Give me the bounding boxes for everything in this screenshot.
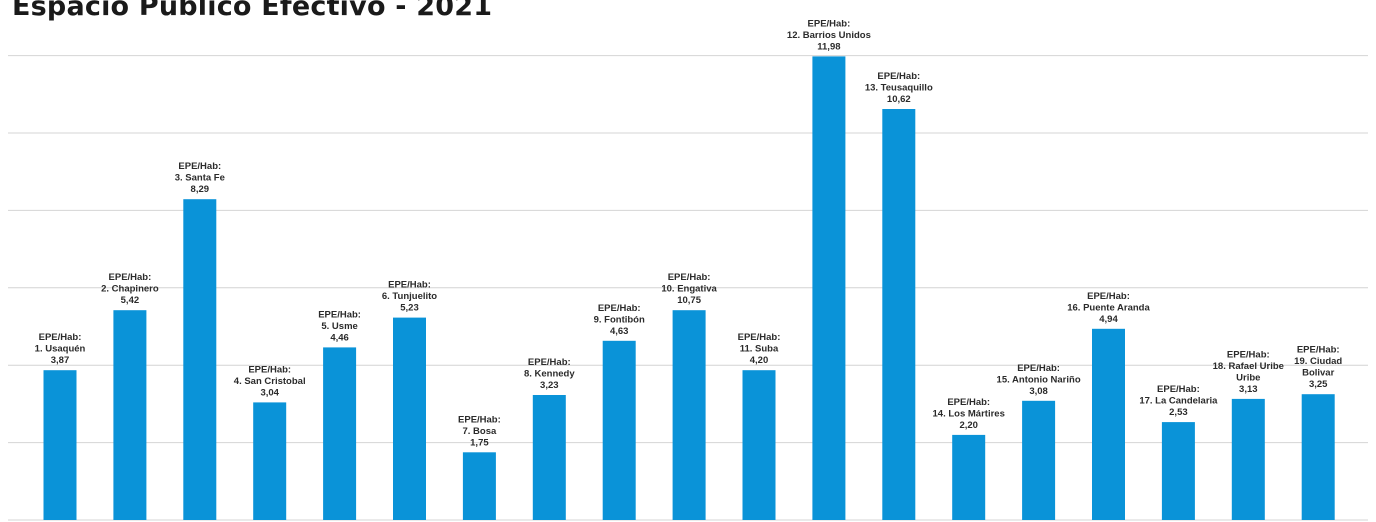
bar xyxy=(113,310,147,520)
data-label: EPE/Hab: 5. Usme 4,46 xyxy=(318,309,361,343)
bar xyxy=(672,310,706,520)
bar xyxy=(742,370,776,520)
data-label: EPE/Hab: 16. Puente Aranda 4,94 xyxy=(1067,291,1150,325)
bars xyxy=(43,56,1335,521)
bar xyxy=(1022,400,1056,520)
bar xyxy=(952,434,986,520)
bar xyxy=(1301,394,1335,520)
data-label: EPE/Hab: 15. Antonio Nariño 3,08 xyxy=(997,363,1081,397)
bar xyxy=(1231,398,1265,520)
data-label: EPE/Hab: 4. San Cristobal 3,04 xyxy=(234,364,306,398)
data-label: EPE/Hab: 6. Tunjuelito 5,23 xyxy=(382,280,437,314)
bar xyxy=(812,56,846,521)
bar xyxy=(323,347,357,520)
data-label: EPE/Hab: 10. Engativa 10,75 xyxy=(661,272,717,306)
data-label: EPE/Hab: 18. Rafael Uribe Uribe 3,13 xyxy=(1213,349,1284,395)
data-label: EPE/Hab: 3. Santa Fe 8,29 xyxy=(175,161,225,195)
data-label: EPE/Hab: 14. Los Mártires 2,20 xyxy=(933,397,1005,431)
data-label: EPE/Hab: 8. Kennedy 3,23 xyxy=(524,357,575,391)
data-label: EPE/Hab: 1. Usaquén 3,87 xyxy=(35,332,86,366)
bar xyxy=(1161,422,1195,520)
bar xyxy=(183,199,217,520)
bar xyxy=(393,317,426,520)
data-label: EPE/Hab: 7. Bosa 1,75 xyxy=(458,414,501,448)
data-label: EPE/Hab: 19. Ciudad Bolivar 3,25 xyxy=(1294,345,1342,391)
bar xyxy=(602,340,636,520)
data-label: EPE/Hab: 13. Teusaquillo 10,62 xyxy=(865,71,933,105)
bar xyxy=(253,402,287,520)
data-label: EPE/Hab: 9. Fontibón 4,63 xyxy=(594,303,645,337)
data-label: EPE/Hab: 11. Suba 4,20 xyxy=(738,332,781,366)
data-label: EPE/Hab: 2. Chapinero 5,42 xyxy=(101,272,159,306)
bar xyxy=(462,452,496,520)
data-labels: EPE/Hab: 1. Usaquén 3,87 EPE/Hab: 2. Chapine… xyxy=(35,18,1343,448)
bar xyxy=(1092,328,1125,520)
bar xyxy=(43,370,77,520)
bar xyxy=(882,109,916,520)
data-label: EPE/Hab: 12. Barrios Unidos 11,98 xyxy=(787,18,871,52)
data-label: EPE/Hab: 17. La Candelaria 2,53 xyxy=(1139,384,1218,418)
chart-title: Espacio Público Efectivo - 2021 xyxy=(12,0,493,22)
bar xyxy=(532,395,566,520)
